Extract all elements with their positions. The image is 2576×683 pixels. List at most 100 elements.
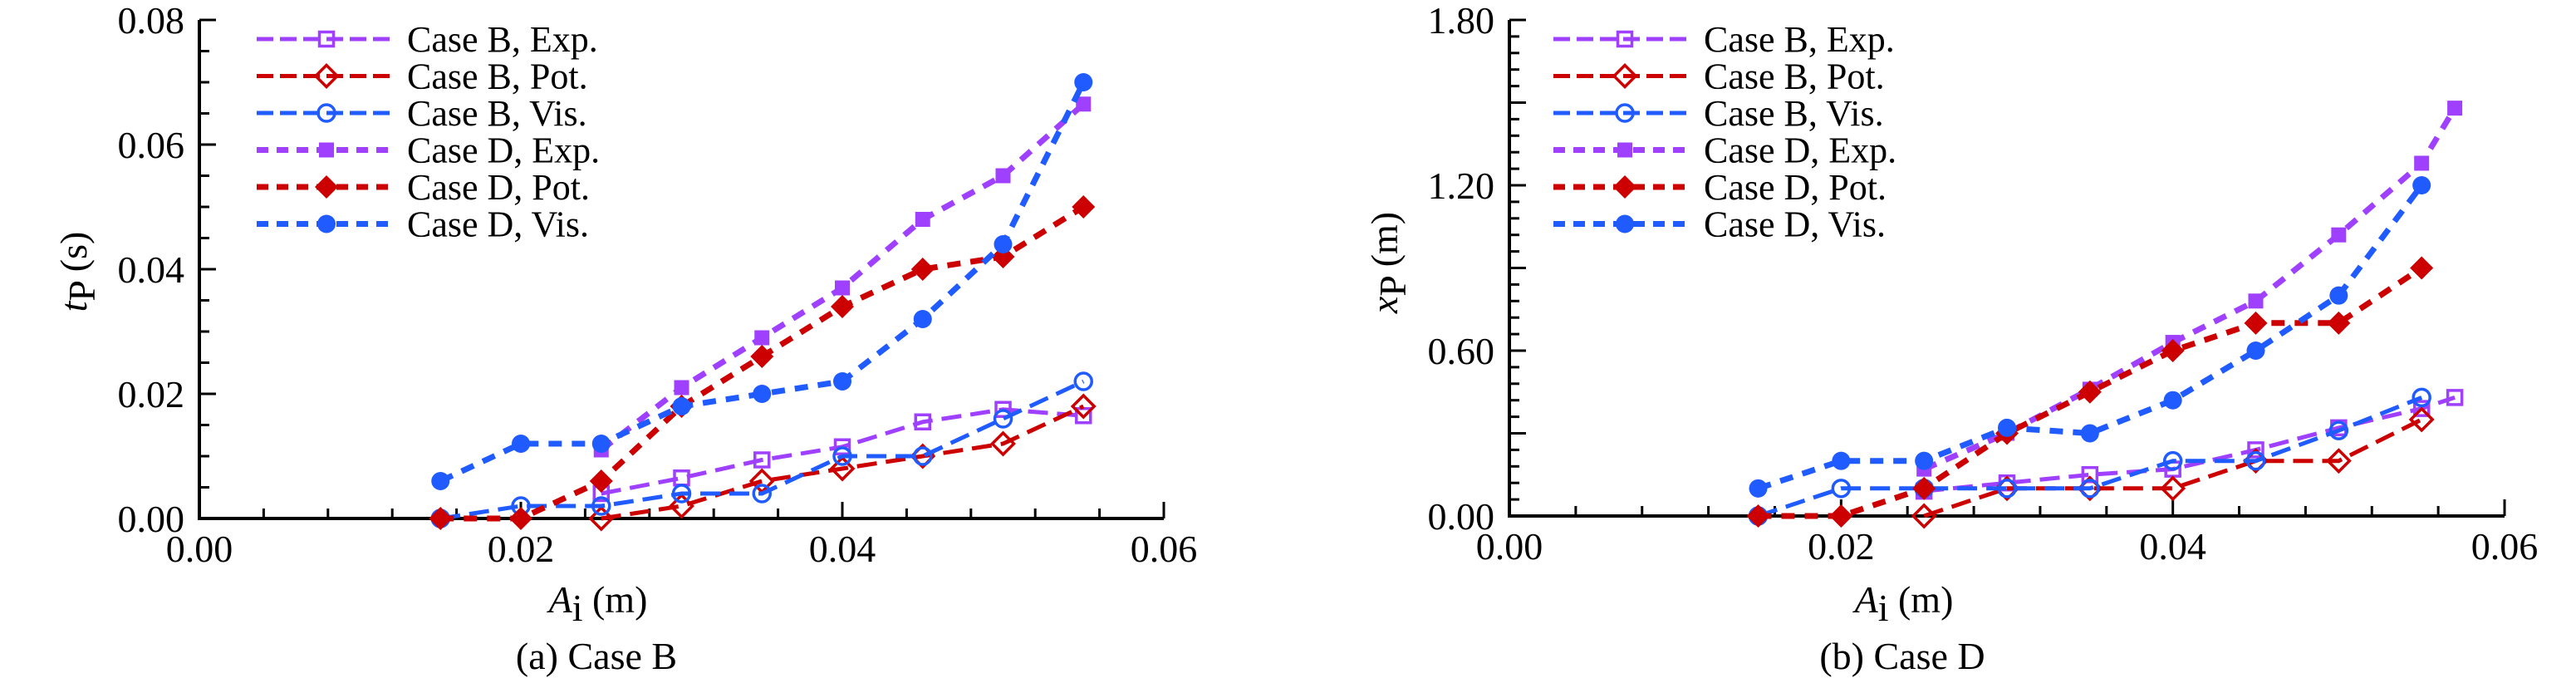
data-point [2410, 256, 2434, 280]
y-tick-label: 0.00 [1428, 495, 1495, 538]
x-axis-subscript: i [572, 587, 583, 629]
data-point [1912, 476, 1936, 500]
legend-marker [1612, 63, 1638, 89]
y-tick-label: 1.80 [1428, 0, 1495, 42]
panel-a-case-b: 0.00 0.02 0.04 0.06 0.00 0.02 0.04 0.06 0.08 Case… [52, 0, 1197, 677]
plot-area: 0.00 0.02 0.04 0.06 0.00 0.02 0.04 0.06 0.08 Case… [118, 0, 1198, 570]
data-point [2325, 448, 2352, 474]
data-point [2329, 286, 2348, 305]
data-point [431, 472, 450, 490]
data-point [1911, 503, 1937, 529]
data-point [995, 168, 1011, 184]
legend-marker [317, 214, 336, 233]
legend-item: Case D, Exp. [1553, 130, 1896, 171]
data-point [2248, 293, 2264, 309]
legend-label: Case B, Exp. [407, 19, 598, 60]
data-point [2244, 311, 2268, 335]
data-point [910, 258, 935, 281]
y-axis-unit: (s) [52, 232, 95, 282]
x-tick-label: 0.06 [2471, 525, 2539, 568]
legend-marker [317, 30, 336, 48]
legend-item: Case B, Exp. [257, 19, 598, 60]
legend-label: Case D, Exp. [1704, 130, 1896, 171]
x-axis-title: Ai (m) [547, 578, 648, 629]
y-tick-label: 0.00 [118, 498, 185, 540]
data-point [2245, 450, 2266, 471]
data-point [1997, 479, 2017, 499]
data-point [1070, 393, 1097, 420]
data-point [2331, 227, 2347, 243]
data-point [1073, 371, 1093, 391]
data-point [1074, 73, 1093, 91]
data-point [672, 397, 691, 415]
data-point [2328, 420, 2349, 440]
panel-b-case-d: 0.00 0.02 0.04 0.06 0.00 0.60 1.20 1.80 Case B, … [1363, 0, 2538, 677]
legend-marker [1615, 103, 1635, 123]
data-point [2414, 155, 2430, 171]
y-axis-title: tP (s) [52, 232, 103, 312]
data-point [913, 446, 933, 466]
plot-area: 0.00 0.02 0.04 0.06 0.00 0.60 1.20 1.80 Case B, … [1428, 0, 2539, 568]
legend-label: Case D, Pot. [407, 167, 590, 208]
data-point [829, 455, 856, 482]
legend: Case B, Exp.Case B, Pot.Case B, Vis.Case… [257, 19, 600, 245]
data-point [2078, 380, 2102, 404]
legend-item: Case D, Vis. [1553, 204, 1886, 245]
data-point [2080, 424, 2099, 443]
data-point [2163, 391, 2182, 410]
data-point [2160, 475, 2186, 502]
series-line [439, 379, 1085, 521]
data-point [2412, 400, 2431, 417]
data-point [833, 372, 851, 391]
legend-label: Case B, Pot. [1704, 57, 1885, 97]
data-point [1831, 479, 1852, 499]
panel-caption: (a) Case B [516, 635, 677, 677]
series-line [1922, 106, 2458, 472]
data-point [2162, 450, 2183, 471]
legend-marker [319, 142, 334, 158]
legend-marker [316, 103, 336, 123]
data-point [993, 409, 1013, 429]
data-point [2447, 101, 2463, 116]
series-line [1757, 396, 2423, 518]
y-tick-label: 0.08 [118, 0, 185, 42]
data-point [990, 430, 1016, 457]
y-axis-subscript: P [1371, 277, 1414, 297]
series-line [599, 101, 1086, 453]
legend-item: Case D, Pot. [257, 167, 590, 208]
data-point [509, 507, 532, 530]
data-point [835, 280, 850, 296]
x-tick-label: 0.02 [1808, 525, 1875, 568]
series-b-vis [1748, 387, 2431, 526]
data-point [512, 435, 530, 453]
data-point [588, 505, 615, 532]
data-point [915, 212, 930, 227]
y-axis-title: xP (m) [1363, 212, 1414, 314]
data-point [2247, 441, 2264, 459]
data-point [913, 310, 932, 328]
data-point [671, 484, 692, 504]
legend-item: Case B, Pot. [257, 57, 588, 97]
data-point [994, 235, 1013, 253]
y-axis-unit: (m) [1363, 212, 1406, 277]
data-point [750, 345, 774, 368]
data-point [753, 451, 771, 469]
legend-label: Case D, Vis. [407, 204, 589, 245]
x-axis-symbol: A [547, 578, 573, 621]
y-axis-symbol: x [1363, 296, 1406, 314]
legend-label: Case B, Vis. [1704, 93, 1884, 134]
x-tick-label: 0.06 [1131, 528, 1198, 570]
data-point [669, 493, 694, 519]
x-axis-unit: (m) [582, 578, 647, 621]
y-tick-label: 1.20 [1428, 165, 1495, 207]
data-point [1746, 504, 1770, 528]
legend-label: Case D, Exp. [407, 130, 600, 171]
x-tick-label: 0.00 [166, 528, 233, 570]
data-point [2412, 176, 2431, 194]
legend-marker [1616, 214, 1634, 233]
legend-item: Case D, Vis. [257, 204, 589, 245]
legend-item: Case B, Pot. [1553, 57, 1885, 97]
data-point [2246, 342, 2265, 360]
legend-marker [1616, 30, 1634, 48]
